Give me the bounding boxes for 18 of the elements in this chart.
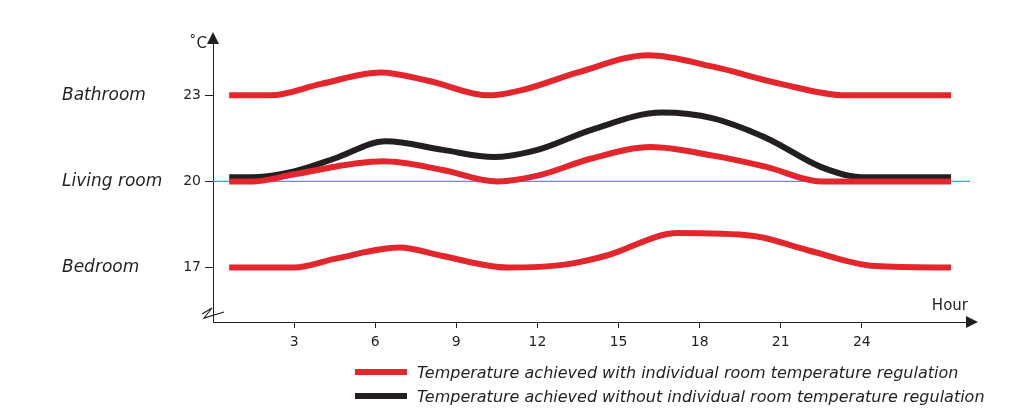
y-tick-label: 17	[183, 258, 201, 275]
legend-label: Temperature achieved without individual room temperature regulation	[417, 386, 985, 406]
x-tick-label: 24	[852, 333, 871, 350]
x-tick-label: 6	[370, 333, 380, 350]
x-tick-label: 12	[528, 333, 547, 350]
text: Bedroom	[62, 255, 140, 276]
x-tick-label: 15	[609, 333, 628, 350]
y-axis-title: ˚C	[189, 33, 207, 52]
x-tick-label: 18	[690, 333, 709, 350]
x-tick-label: 3	[289, 333, 299, 350]
y-tick-label: 20	[183, 172, 201, 189]
text: Living room	[62, 169, 163, 190]
text: Bathroom	[62, 83, 146, 104]
x-axis-title: Hour	[931, 296, 969, 315]
x-tick-label: 21	[771, 333, 790, 350]
y-tick-label: 23	[183, 86, 201, 103]
legend-label: Temperature achieved with individual room temperature regulation	[417, 362, 959, 382]
x-tick-label: 9	[451, 333, 461, 350]
